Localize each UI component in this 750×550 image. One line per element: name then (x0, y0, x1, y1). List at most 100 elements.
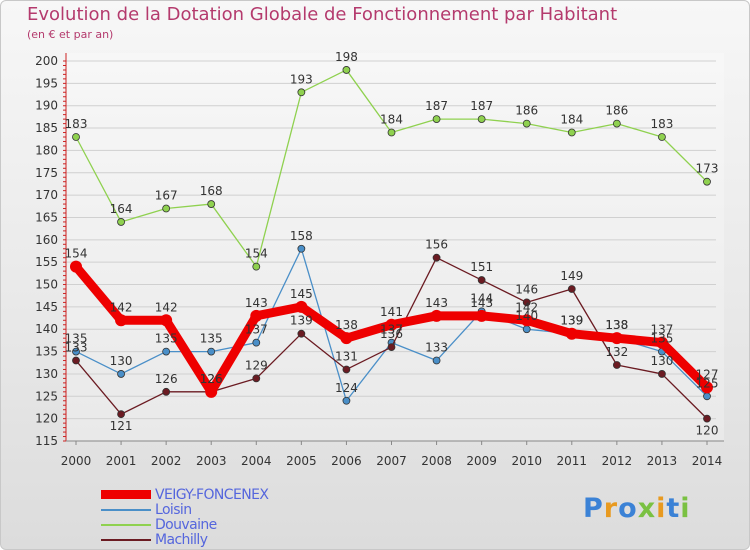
data-label: 135 (155, 332, 178, 346)
y-tick-label: 155 (35, 255, 58, 269)
data-point (252, 262, 261, 271)
data-point (342, 365, 351, 374)
data-label: 139 (560, 314, 583, 328)
x-tick-label: 2005 (286, 454, 317, 468)
data-label: 187 (425, 99, 448, 113)
logo-letter: o (618, 493, 638, 524)
data-label: 137 (650, 323, 673, 337)
data-point (342, 66, 351, 74)
data-label: 126 (200, 372, 223, 386)
data-label: 126 (155, 372, 178, 386)
data-label: 168 (200, 184, 223, 198)
data-point (295, 300, 308, 313)
data-point (252, 374, 261, 383)
data-point (72, 356, 80, 365)
data-label: 130 (110, 354, 133, 368)
data-label: 167 (155, 189, 178, 203)
legend-swatch (101, 490, 151, 499)
data-point (567, 285, 576, 293)
x-tick-label: 2000 (61, 454, 92, 468)
data-label: 143 (425, 296, 448, 310)
data-point (610, 332, 623, 345)
data-label: 125 (696, 376, 719, 390)
data-label: 126 (200, 372, 223, 386)
data-point (567, 128, 576, 137)
plot-area (66, 53, 724, 441)
data-label: 184 (380, 113, 403, 127)
data-label: 130 (650, 354, 673, 368)
data-point (340, 332, 353, 345)
logo-letter: r (603, 493, 619, 524)
data-point (658, 370, 666, 378)
x-tick-label: 2001 (106, 454, 137, 468)
legend-label: VEIGY-FONCENEX (155, 486, 269, 503)
data-label: 132 (605, 345, 628, 359)
data-label: 154 (65, 247, 88, 261)
y-tick-label: 145 (35, 300, 58, 314)
data-label: 151 (470, 260, 493, 274)
data-label: 183 (65, 117, 88, 131)
y-tick-label: 185 (35, 121, 58, 135)
data-label: 143 (470, 296, 493, 310)
x-tick-label: 2008 (421, 454, 452, 468)
y-tick-label: 140 (35, 322, 58, 336)
legend-swatch (101, 523, 151, 526)
legend-label: Loisin (155, 501, 192, 518)
y-tick-label: 120 (35, 412, 58, 426)
data-label: 135 (650, 332, 673, 346)
data-label: 158 (290, 229, 313, 243)
data-label: 187 (470, 99, 493, 113)
data-point (520, 314, 533, 327)
x-tick-label: 2003 (196, 454, 227, 468)
data-label: 145 (290, 287, 313, 301)
data-point (117, 370, 125, 378)
legend-item: VEIGY-FONCENEX (101, 486, 269, 503)
data-point (432, 253, 441, 262)
data-label: 146 (515, 282, 538, 296)
data-label: 184 (560, 113, 583, 127)
x-tick-label: 2007 (376, 454, 407, 468)
data-label: 137 (245, 323, 268, 337)
data-point (432, 356, 441, 365)
data-label: 136 (380, 327, 403, 341)
data-label: 154 (245, 247, 268, 261)
y-tick-label: 170 (35, 188, 58, 202)
data-point (162, 347, 171, 356)
data-point (701, 381, 713, 394)
data-label: 186 (605, 104, 628, 118)
data-label: 186 (515, 104, 538, 118)
data-label: 193 (290, 72, 313, 86)
legend-item: Machilly (101, 532, 268, 548)
data-label: 135 (65, 332, 88, 346)
y-tick-label: 135 (35, 345, 58, 359)
y-tick-label: 180 (35, 143, 58, 157)
data-point (117, 218, 125, 226)
logo-letter: i (656, 493, 667, 524)
legend: VEIGY-FONCENEX Loisin Douvaine Machilly (101, 486, 269, 548)
x-tick-label: 2013 (647, 454, 678, 468)
x-tick-label: 2004 (241, 454, 272, 468)
data-point (565, 327, 578, 340)
x-tick-label: 2002 (151, 454, 182, 468)
data-point (612, 119, 621, 128)
data-label: 142 (515, 300, 538, 314)
y-tick-label: 200 (35, 54, 58, 68)
data-point (342, 396, 351, 405)
logo-letter: i (680, 493, 691, 524)
x-tick-label: 2011 (557, 454, 588, 468)
data-label: 135 (200, 332, 223, 346)
data-point (430, 309, 443, 322)
data-label: 133 (425, 341, 448, 355)
data-point (207, 200, 216, 208)
y-tick-label: 175 (35, 166, 58, 180)
chart-subtitle: (en € et par an) (27, 28, 114, 41)
data-point (115, 314, 128, 327)
data-point (703, 414, 711, 423)
data-label: 133 (65, 341, 88, 355)
data-label: 137 (380, 323, 403, 337)
data-label: 183 (650, 117, 673, 131)
data-label: 139 (290, 314, 313, 328)
data-label: 139 (560, 314, 583, 328)
